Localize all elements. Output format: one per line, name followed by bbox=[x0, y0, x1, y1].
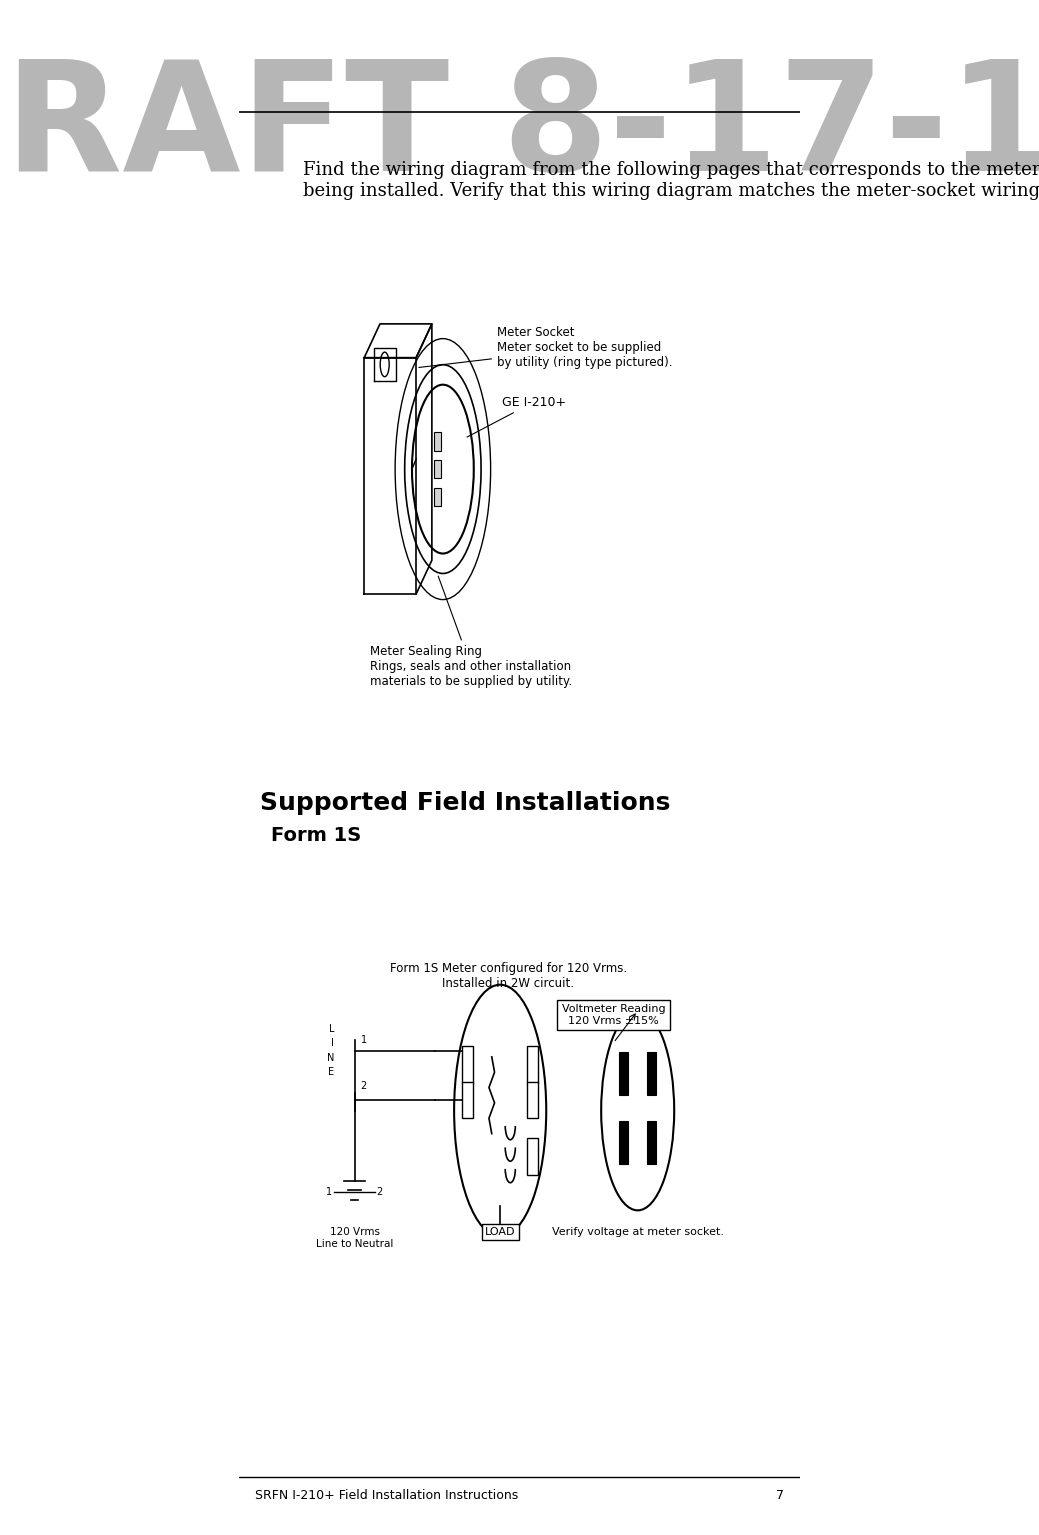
Bar bbox=[619, 1121, 629, 1164]
Bar bbox=[619, 1053, 629, 1096]
Bar bbox=[647, 1121, 657, 1164]
Text: I: I bbox=[331, 1039, 335, 1048]
Text: Verify voltage at meter socket.: Verify voltage at meter socket. bbox=[552, 1226, 724, 1237]
Bar bbox=[462, 1047, 474, 1084]
Text: Form 1S: Form 1S bbox=[271, 826, 362, 844]
Text: GE I-210+: GE I-210+ bbox=[467, 396, 565, 437]
Text: 1: 1 bbox=[361, 1035, 367, 1045]
Text: 120 Vrms
Line to Neutral: 120 Vrms Line to Neutral bbox=[316, 1226, 394, 1248]
Text: SRFN I-210+ Field Installation Instructions: SRFN I-210+ Field Installation Instructi… bbox=[256, 1489, 518, 1501]
Text: E: E bbox=[328, 1067, 335, 1076]
Text: LOAD: LOAD bbox=[485, 1226, 515, 1237]
Text: Form 1S Meter configured for 120 Vrms.
Installed in 2W circuit.: Form 1S Meter configured for 120 Vrms. I… bbox=[390, 962, 627, 990]
Bar bbox=[434, 460, 441, 479]
Bar bbox=[434, 488, 441, 507]
Text: 2: 2 bbox=[361, 1081, 367, 1091]
Text: DRAFT 8-17-17: DRAFT 8-17-17 bbox=[0, 54, 1039, 203]
Text: L: L bbox=[329, 1024, 335, 1035]
Bar bbox=[527, 1047, 538, 1084]
Text: Meter Sealing Ring
Rings, seals and other installation
materials to be supplied : Meter Sealing Ring Rings, seals and othe… bbox=[370, 576, 572, 688]
Bar bbox=[527, 1082, 538, 1119]
Text: Supported Field Installations: Supported Field Installations bbox=[260, 791, 670, 815]
Text: 7: 7 bbox=[775, 1489, 783, 1501]
Text: Meter Socket
Meter socket to be supplied
by utility (ring type pictured).: Meter Socket Meter socket to be supplied… bbox=[419, 327, 672, 370]
Bar bbox=[434, 433, 441, 451]
Bar bbox=[527, 1137, 538, 1174]
Bar bbox=[647, 1053, 657, 1096]
Text: Find the wiring diagram from the following pages that corresponds to the meter
b: Find the wiring diagram from the followi… bbox=[303, 161, 1039, 200]
Text: 2: 2 bbox=[377, 1187, 383, 1197]
Bar bbox=[462, 1082, 474, 1119]
Text: Voltmeter Reading
120 Vrms ±15%: Voltmeter Reading 120 Vrms ±15% bbox=[562, 1004, 665, 1025]
Text: 1: 1 bbox=[326, 1187, 332, 1197]
Text: N: N bbox=[327, 1053, 335, 1062]
